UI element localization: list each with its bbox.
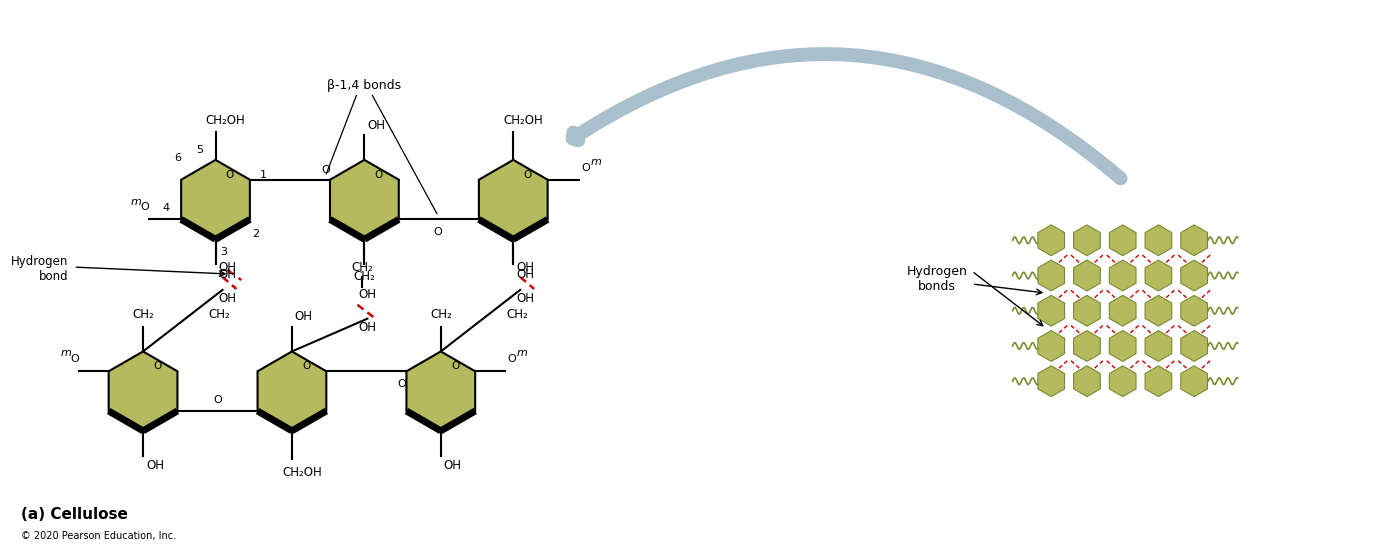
Polygon shape <box>1109 225 1135 255</box>
Text: 6: 6 <box>174 153 181 163</box>
Text: CH₂: CH₂ <box>507 308 528 321</box>
Polygon shape <box>1145 225 1172 255</box>
Text: O: O <box>451 361 459 371</box>
Text: m: m <box>132 197 141 207</box>
Polygon shape <box>1074 366 1100 397</box>
Text: CH₂: CH₂ <box>354 269 375 283</box>
Text: O: O <box>375 170 382 180</box>
Text: O: O <box>140 202 150 213</box>
Polygon shape <box>1109 295 1135 326</box>
Polygon shape <box>258 351 326 431</box>
Text: 2: 2 <box>252 229 259 239</box>
Text: OH: OH <box>367 119 385 132</box>
Polygon shape <box>1180 366 1207 397</box>
Polygon shape <box>1074 225 1100 255</box>
Polygon shape <box>1180 225 1207 255</box>
Polygon shape <box>1074 331 1100 361</box>
Text: (a) Cellulose: (a) Cellulose <box>21 507 127 522</box>
Text: O: O <box>302 361 311 371</box>
Polygon shape <box>1145 331 1172 361</box>
Text: Hydrogen
bonds: Hydrogen bonds <box>907 265 967 293</box>
Text: Hydrogen
bond: Hydrogen bond <box>11 255 69 283</box>
Text: OH: OH <box>218 293 237 305</box>
Polygon shape <box>181 160 249 239</box>
Text: O: O <box>213 395 221 405</box>
Text: m: m <box>517 348 528 358</box>
Text: β-1,4 bonds: β-1,4 bonds <box>328 79 402 92</box>
Polygon shape <box>1180 260 1207 291</box>
Text: CH₂: CH₂ <box>209 308 231 321</box>
Text: OH: OH <box>218 260 237 274</box>
Text: O: O <box>153 361 161 371</box>
Text: O: O <box>507 355 515 365</box>
Text: CH₂: CH₂ <box>132 308 154 321</box>
Text: OH: OH <box>517 260 535 274</box>
Polygon shape <box>1180 295 1207 326</box>
Text: CH₂OH: CH₂OH <box>281 466 322 479</box>
Text: OH: OH <box>146 459 164 472</box>
Text: CH₂OH: CH₂OH <box>504 114 543 127</box>
Polygon shape <box>1145 366 1172 397</box>
Polygon shape <box>479 160 547 239</box>
Text: O: O <box>398 379 406 389</box>
Polygon shape <box>1037 366 1064 397</box>
FancyArrowPatch shape <box>573 54 1120 178</box>
Text: OH: OH <box>358 321 377 334</box>
Text: OH: OH <box>444 459 462 472</box>
Polygon shape <box>1037 295 1064 326</box>
Text: 3: 3 <box>220 247 227 257</box>
Text: 4: 4 <box>162 203 169 213</box>
Polygon shape <box>1074 295 1100 326</box>
Text: O: O <box>225 170 234 180</box>
Polygon shape <box>1109 331 1135 361</box>
Polygon shape <box>330 160 399 239</box>
Polygon shape <box>1180 331 1207 361</box>
Text: O: O <box>524 170 532 180</box>
Text: CH₂: CH₂ <box>430 308 452 321</box>
Text: 1: 1 <box>260 170 267 179</box>
Text: O: O <box>581 163 591 173</box>
Text: O: O <box>321 165 330 175</box>
Text: 5: 5 <box>196 145 203 155</box>
Polygon shape <box>109 351 178 431</box>
Polygon shape <box>1074 260 1100 291</box>
Text: OH: OH <box>517 268 535 280</box>
Text: m: m <box>591 157 602 167</box>
Text: CH₂OH: CH₂OH <box>206 114 245 127</box>
Text: OH: OH <box>218 268 237 280</box>
Text: m: m <box>60 348 71 358</box>
Polygon shape <box>1145 260 1172 291</box>
Polygon shape <box>406 351 475 431</box>
Text: OH: OH <box>517 293 535 305</box>
Text: © 2020 Pearson Education, Inc.: © 2020 Pearson Education, Inc. <box>21 531 176 541</box>
Polygon shape <box>1109 260 1135 291</box>
Text: OH: OH <box>295 310 312 323</box>
Text: O: O <box>434 227 442 237</box>
Text: O: O <box>70 355 78 365</box>
Polygon shape <box>1037 260 1064 291</box>
Polygon shape <box>1037 331 1064 361</box>
Polygon shape <box>1037 225 1064 255</box>
Polygon shape <box>1145 295 1172 326</box>
Text: OH: OH <box>358 289 377 301</box>
Polygon shape <box>1109 366 1135 397</box>
Text: CH₂: CH₂ <box>351 260 374 274</box>
